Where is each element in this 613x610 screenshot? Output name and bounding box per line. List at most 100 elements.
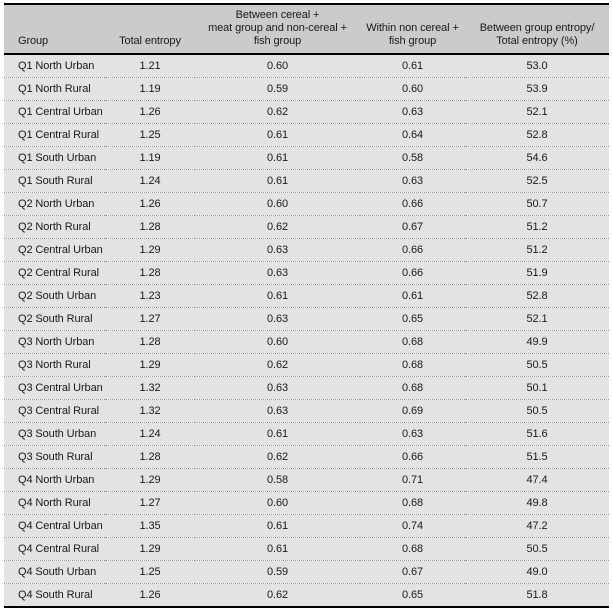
cell-group: Q1 North Urban (4, 54, 105, 78)
table-row: Q2 Central Urban 1.29 0.63 0.66 51.2 (4, 238, 609, 262)
data-table: Group Total entropy Between cereal + mea… (4, 5, 609, 606)
cell-group: Q3 Central Urban (4, 376, 105, 400)
cell-between-group: 0.63 (195, 261, 360, 285)
cell-within-group: 0.68 (360, 330, 465, 354)
cell-total-entropy: 1.23 (105, 284, 195, 308)
cell-within-group: 0.64 (360, 123, 465, 147)
cell-between-group: 0.63 (195, 307, 360, 331)
cell-total-entropy: 1.29 (105, 353, 195, 377)
entropy-decomposition-table: Group Total entropy Between cereal + mea… (4, 3, 609, 608)
table-row: Q2 Central Rural 1.28 0.63 0.66 51.9 (4, 261, 609, 285)
table-row: Q3 South Urban 1.24 0.61 0.63 51.6 (4, 422, 609, 446)
table-row: Q1 North Rural 1.19 0.59 0.60 53.9 (4, 77, 609, 101)
cell-entropy-ratio: 52.1 (465, 100, 609, 124)
cell-within-group: 0.69 (360, 399, 465, 423)
cell-within-group: 0.66 (360, 261, 465, 285)
cell-within-group: 0.68 (360, 376, 465, 400)
cell-group: Q2 South Rural (4, 307, 105, 331)
cell-between-group: 0.61 (195, 169, 360, 193)
cell-entropy-ratio: 50.1 (465, 376, 609, 400)
cell-within-group: 0.61 (360, 54, 465, 78)
cell-within-group: 0.65 (360, 583, 465, 606)
cell-between-group: 0.60 (195, 330, 360, 354)
cell-group: Q1 South Urban (4, 146, 105, 170)
table-row: Q4 North Urban 1.29 0.58 0.71 47.4 (4, 468, 609, 492)
cell-within-group: 0.58 (360, 146, 465, 170)
cell-entropy-ratio: 52.1 (465, 307, 609, 331)
cell-within-group: 0.71 (360, 468, 465, 492)
cell-group: Q4 North Rural (4, 491, 105, 515)
cell-entropy-ratio: 52.5 (465, 169, 609, 193)
cell-between-group: 0.60 (195, 54, 360, 78)
cell-between-group: 0.62 (195, 583, 360, 606)
cell-group: Q4 Central Rural (4, 537, 105, 561)
cell-between-group: 0.61 (195, 284, 360, 308)
cell-within-group: 0.68 (360, 491, 465, 515)
cell-total-entropy: 1.19 (105, 77, 195, 101)
cell-total-entropy: 1.24 (105, 422, 195, 446)
cell-within-group: 0.65 (360, 307, 465, 331)
cell-total-entropy: 1.24 (105, 169, 195, 193)
cell-group: Q2 South Urban (4, 284, 105, 308)
cell-total-entropy: 1.21 (105, 54, 195, 78)
cell-between-group: 0.63 (195, 376, 360, 400)
cell-group: Q4 Central Urban (4, 514, 105, 538)
cell-total-entropy: 1.29 (105, 468, 195, 492)
cell-group: Q1 Central Urban (4, 100, 105, 124)
cell-group: Q3 Central Rural (4, 399, 105, 423)
cell-between-group: 0.60 (195, 491, 360, 515)
column-header-between-group: Between cereal + meat group and non-cere… (195, 5, 360, 55)
table-row: Q3 North Rural 1.29 0.62 0.68 50.5 (4, 353, 609, 377)
cell-within-group: 0.67 (360, 215, 465, 239)
cell-within-group: 0.60 (360, 77, 465, 101)
cell-entropy-ratio: 52.8 (465, 284, 609, 308)
table-row: Q4 North Rural 1.27 0.60 0.68 49.8 (4, 491, 609, 515)
cell-within-group: 0.66 (360, 238, 465, 262)
cell-entropy-ratio: 49.9 (465, 330, 609, 354)
cell-group: Q2 Central Rural (4, 261, 105, 285)
cell-group: Q4 North Urban (4, 468, 105, 492)
cell-group: Q4 South Urban (4, 560, 105, 584)
cell-group: Q1 Central Rural (4, 123, 105, 147)
cell-between-group: 0.61 (195, 422, 360, 446)
table-row: Q3 Central Urban 1.32 0.63 0.68 50.1 (4, 376, 609, 400)
cell-between-group: 0.61 (195, 537, 360, 561)
table-row: Q3 North Urban 1.28 0.60 0.68 49.9 (4, 330, 609, 354)
table-row: Q1 South Rural 1.24 0.61 0.63 52.5 (4, 169, 609, 193)
column-header-entropy-ratio: Between group entropy/ Total entropy (%) (465, 5, 609, 55)
cell-within-group: 0.61 (360, 284, 465, 308)
table-row: Q1 South Urban 1.19 0.61 0.58 54.6 (4, 146, 609, 170)
cell-total-entropy: 1.25 (105, 123, 195, 147)
cell-entropy-ratio: 47.2 (465, 514, 609, 538)
table-row: Q4 South Urban 1.25 0.59 0.67 49.0 (4, 560, 609, 584)
table-row: Q1 North Urban 1.21 0.60 0.61 53.0 (4, 54, 609, 78)
cell-entropy-ratio: 49.8 (465, 491, 609, 515)
cell-entropy-ratio: 50.5 (465, 399, 609, 423)
cell-within-group: 0.66 (360, 192, 465, 216)
table-row: Q1 Central Rural 1.25 0.61 0.64 52.8 (4, 123, 609, 147)
table-row: Q2 North Urban 1.26 0.60 0.66 50.7 (4, 192, 609, 216)
table-row: Q3 South Rural 1.28 0.62 0.66 51.5 (4, 445, 609, 469)
header-row: Group Total entropy Between cereal + mea… (4, 5, 609, 55)
cell-total-entropy: 1.19 (105, 146, 195, 170)
column-header-total-entropy: Total entropy (105, 5, 195, 55)
cell-group: Q3 North Rural (4, 353, 105, 377)
cell-entropy-ratio: 54.6 (465, 146, 609, 170)
cell-between-group: 0.61 (195, 146, 360, 170)
cell-total-entropy: 1.29 (105, 238, 195, 262)
cell-entropy-ratio: 50.5 (465, 537, 609, 561)
table-row: Q3 Central Rural 1.32 0.63 0.69 50.5 (4, 399, 609, 423)
table-body: Q1 North Urban 1.21 0.60 0.61 53.0 Q1 North R… (4, 54, 609, 606)
cell-within-group: 0.74 (360, 514, 465, 538)
cell-between-group: 0.61 (195, 514, 360, 538)
cell-group: Q3 North Urban (4, 330, 105, 354)
column-header-within-group: Within non cereal + fish group (360, 5, 465, 55)
cell-entropy-ratio: 53.0 (465, 54, 609, 78)
cell-between-group: 0.62 (195, 353, 360, 377)
cell-group: Q2 North Rural (4, 215, 105, 239)
table-row: Q4 South Rural 1.26 0.62 0.65 51.8 (4, 583, 609, 606)
cell-within-group: 0.68 (360, 537, 465, 561)
cell-total-entropy: 1.28 (105, 261, 195, 285)
table-row: Q2 North Rural 1.28 0.62 0.67 51.2 (4, 215, 609, 239)
cell-between-group: 0.63 (195, 238, 360, 262)
